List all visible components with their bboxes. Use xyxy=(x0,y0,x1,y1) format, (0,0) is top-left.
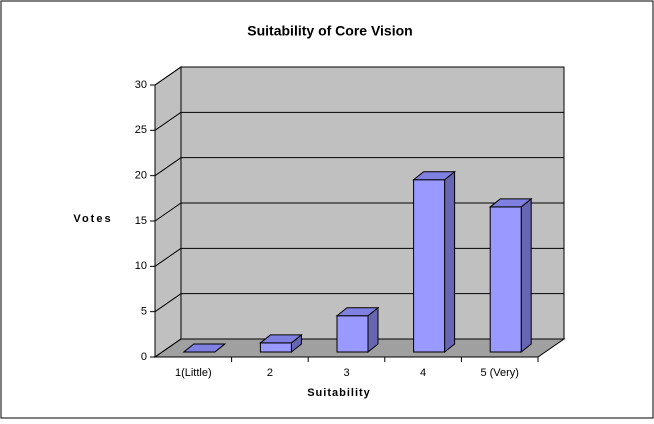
y-axis-label: Votes xyxy=(73,213,112,225)
bar-top xyxy=(182,343,227,353)
x-tick-label: 2 xyxy=(267,367,273,379)
y-tick-label: 25 xyxy=(135,124,147,136)
bar-top xyxy=(335,307,380,317)
x-tick-label: 5 (Very) xyxy=(480,367,519,379)
y-tick-label: 30 xyxy=(135,79,147,91)
bar-side xyxy=(520,197,532,354)
x-tick-label: 4 xyxy=(420,367,426,379)
bar xyxy=(489,206,522,353)
y-tick-label: 10 xyxy=(135,260,147,272)
grid-line xyxy=(154,111,182,131)
y-tick-label: 15 xyxy=(135,215,147,227)
bar xyxy=(259,342,292,353)
bar-side xyxy=(444,170,456,354)
grid-line xyxy=(154,202,182,222)
bar xyxy=(413,179,446,353)
bar-top xyxy=(258,334,303,344)
x-axis-label: Suitability xyxy=(307,387,371,399)
x-tick-label: 1(Little) xyxy=(175,367,212,379)
grid-line xyxy=(154,247,182,267)
grid-line xyxy=(154,293,182,313)
grid-line xyxy=(154,338,182,358)
bar xyxy=(336,315,369,353)
bar-top xyxy=(488,198,533,208)
grid-line xyxy=(154,157,182,177)
x-tick-label: 3 xyxy=(343,367,349,379)
chart-title: Suitability of Core Vision xyxy=(247,23,412,39)
y-tick-label: 20 xyxy=(135,170,147,182)
grid-line xyxy=(154,66,182,86)
bar-top xyxy=(412,171,457,181)
y-tick-label: 5 xyxy=(141,306,147,318)
y-tick-label: 0 xyxy=(141,351,147,363)
